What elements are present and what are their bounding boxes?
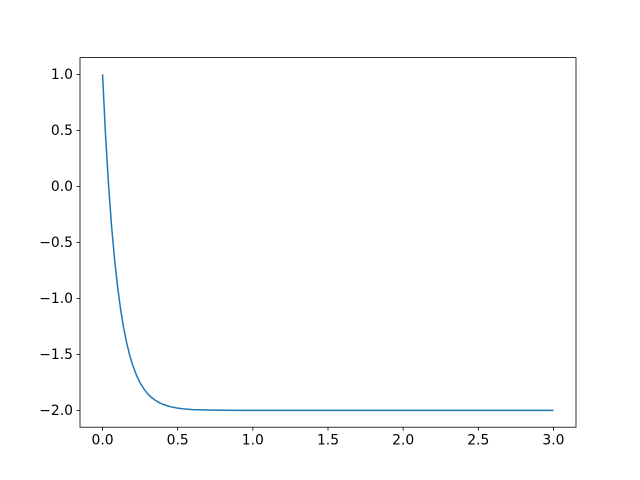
y-tick-label: −1.0: [39, 291, 73, 307]
y-tick-label: −1.5: [39, 347, 73, 363]
x-tick-label: 1.5: [317, 433, 339, 449]
plot-border: [79, 57, 577, 428]
y-tick-label: 0.0: [51, 179, 73, 195]
y-tick-label: 0.5: [51, 123, 73, 139]
y-tick-label: −0.5: [39, 235, 73, 251]
x-tick-label: 0.0: [91, 433, 113, 449]
y-tick-label: −2.0: [39, 403, 73, 419]
y-tick-label: 1.0: [51, 67, 73, 83]
exponential-decay-curve: [101, 74, 554, 412]
x-tick-label: 1.0: [242, 433, 264, 449]
x-tick-label: 3.0: [542, 433, 564, 449]
x-tick-label: 0.5: [167, 433, 189, 449]
x-tick-label: 2.5: [467, 433, 489, 449]
axes-background: [80, 57, 576, 428]
x-tick-label: 2.0: [392, 433, 414, 449]
